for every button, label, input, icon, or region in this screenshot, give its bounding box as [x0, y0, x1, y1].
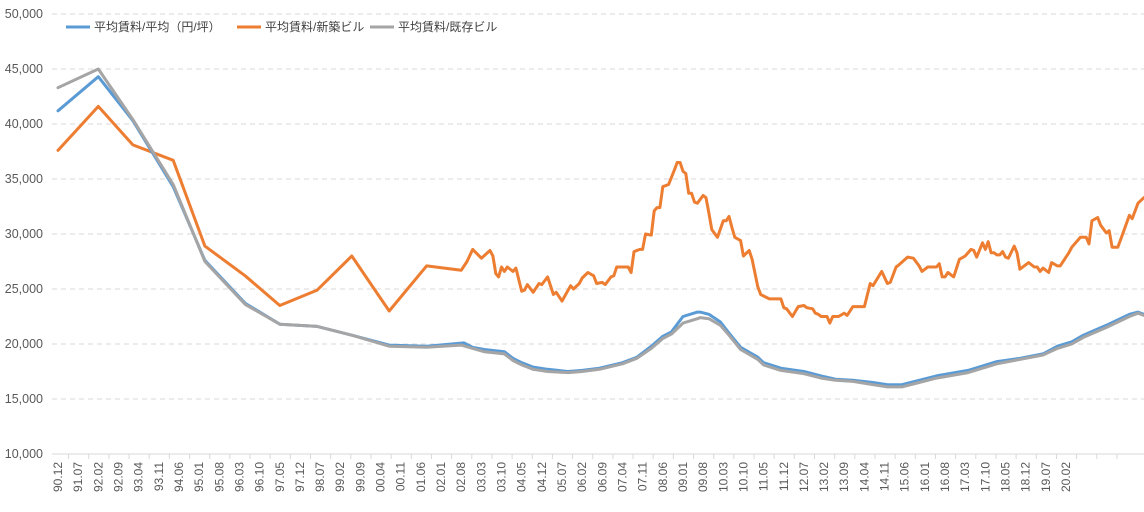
x-tick-label: 13.02 [817, 462, 831, 492]
x-tick-label: 05.07 [555, 462, 569, 492]
x-tick-label: 17.10 [978, 462, 992, 492]
x-tick-label: 92.09 [111, 462, 125, 492]
legend-label: 平均賃料/既存ビル [398, 19, 497, 34]
x-tick-label: 96.03 [232, 462, 246, 492]
y-tick-label: 30,000 [5, 227, 43, 241]
x-tick-label: 00.11 [394, 462, 408, 491]
y-tick-label: 25,000 [5, 282, 43, 296]
y-tick-label: 15,000 [5, 392, 43, 406]
y-tick-label: 50,000 [5, 7, 43, 21]
legend-item: 平均賃料/新築ビル [237, 19, 364, 34]
x-tick-label: 09.08 [696, 462, 710, 492]
y-tick-label: 45,000 [5, 62, 43, 76]
x-tick-label: 03.03 [474, 462, 488, 492]
x-tick-label: 02.01 [434, 462, 448, 492]
x-tick-label: 15.06 [898, 462, 912, 492]
x-tick-label: 04.05 [515, 462, 529, 492]
x-tick-label: 94.06 [172, 462, 186, 492]
y-tick-label: 40,000 [5, 117, 43, 131]
x-tick-label: 90.12 [51, 462, 65, 492]
legend-item: 平均賃料/既存ビル [370, 19, 497, 34]
x-tick-label: 06.09 [595, 462, 609, 492]
x-tick-label: 99.09 [353, 462, 367, 492]
series-line-1 [56, 104, 1144, 325]
x-tick-label: 12.07 [797, 462, 811, 492]
y-axis: 10,000 15,000 20,000 25,000 30,000 35,000 40,0… [5, 7, 43, 461]
legend-item: 平均賃料/平均（円/坪） [66, 19, 221, 34]
x-tick-label: 14.11 [878, 462, 892, 491]
x-tick-label: 98.07 [313, 462, 327, 492]
x-tick-label: 11.12 [777, 462, 791, 491]
y-tick-label: 35,000 [5, 172, 43, 186]
x-tick-label: 02.08 [454, 462, 468, 492]
x-tick-label: 93.11 [152, 462, 166, 491]
x-tick-label: 01.06 [414, 462, 428, 492]
x-tick-label: 07.04 [615, 462, 629, 492]
legend-label: 平均賃料/新築ビル [265, 19, 364, 34]
x-tick-label: 95.08 [212, 462, 226, 492]
x-tick-label: 16.01 [918, 462, 932, 492]
x-tick-label: 06.02 [575, 462, 589, 492]
x-tick-label: 18.05 [999, 462, 1013, 492]
x-axis: 90.12 91.07 92.02 92.09 93.04 93.11 94.06 95.01… [51, 453, 1144, 492]
series-lines [56, 67, 1144, 389]
x-tick-label: 19.07 [1039, 462, 1053, 492]
x-tick-label: 95.01 [192, 462, 206, 492]
x-tick-label: 03.10 [495, 462, 509, 492]
x-tick-label: 91.07 [71, 462, 85, 492]
x-tick-label: 08.06 [656, 462, 670, 492]
x-tick-label: 97.12 [293, 462, 307, 492]
x-tick-label: 96.10 [253, 462, 267, 492]
x-tick-label: 09.01 [676, 462, 690, 492]
series-line-2 [56, 67, 1144, 389]
x-tick-label: 17.03 [958, 462, 972, 492]
series-line-0 [56, 75, 1144, 387]
x-tick-label: 92.02 [91, 462, 105, 492]
x-tick-label: 10.03 [716, 462, 730, 492]
x-tick-label: 20.02 [1059, 462, 1073, 492]
legend-label: 平均賃料/平均（円/坪） [94, 19, 221, 34]
x-tick-label: 93.04 [132, 462, 146, 492]
x-tick-label: 18.12 [1019, 462, 1033, 492]
y-tick-label: 10,000 [5, 447, 43, 461]
x-tick-label: 11.05 [757, 462, 771, 491]
x-tick-label: 10.10 [736, 462, 750, 492]
x-tick-label: 14.04 [857, 462, 871, 492]
legend: 平均賃料/平均（円/坪） 平均賃料/新築ビル 平均賃料/既存ビル [66, 19, 497, 34]
x-tick-label: 16.08 [938, 462, 952, 492]
x-tick-label: 13.09 [837, 462, 851, 492]
gridlines [52, 13, 1144, 400]
x-tick-label: 97.05 [273, 462, 287, 492]
x-tick-label: 99.02 [333, 462, 347, 492]
x-tick-label: 04.12 [535, 462, 549, 492]
x-tick-label: 00.04 [374, 462, 388, 492]
y-tick-label: 20,000 [5, 337, 43, 351]
x-tick-label: 07.11 [636, 462, 650, 491]
